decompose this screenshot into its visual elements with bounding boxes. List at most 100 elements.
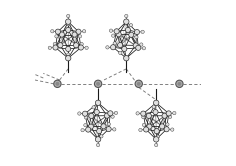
- Circle shape: [101, 124, 106, 129]
- Circle shape: [166, 111, 171, 116]
- Circle shape: [94, 110, 99, 115]
- Circle shape: [106, 126, 111, 132]
- Circle shape: [141, 30, 144, 34]
- Circle shape: [67, 14, 70, 18]
- Circle shape: [82, 30, 86, 33]
- Circle shape: [143, 127, 149, 132]
- Circle shape: [153, 137, 159, 142]
- Circle shape: [164, 127, 169, 132]
- Circle shape: [48, 46, 51, 49]
- Circle shape: [122, 46, 127, 51]
- Circle shape: [84, 124, 87, 127]
- Circle shape: [142, 123, 146, 127]
- Circle shape: [124, 19, 129, 24]
- Circle shape: [76, 29, 81, 34]
- Circle shape: [118, 42, 123, 48]
- Circle shape: [176, 80, 183, 87]
- Circle shape: [85, 46, 88, 49]
- Circle shape: [142, 46, 146, 50]
- Circle shape: [119, 51, 122, 55]
- Circle shape: [154, 128, 159, 134]
- Circle shape: [139, 128, 142, 132]
- Circle shape: [142, 116, 145, 119]
- Circle shape: [55, 29, 60, 34]
- Circle shape: [66, 46, 71, 51]
- Circle shape: [173, 111, 176, 115]
- Circle shape: [100, 135, 103, 138]
- Circle shape: [104, 113, 110, 118]
- Circle shape: [67, 23, 70, 26]
- Circle shape: [73, 43, 79, 48]
- Circle shape: [162, 113, 167, 118]
- Circle shape: [134, 30, 139, 35]
- Circle shape: [66, 27, 71, 33]
- Circle shape: [156, 135, 160, 138]
- Circle shape: [86, 127, 91, 132]
- Circle shape: [114, 29, 119, 34]
- Circle shape: [67, 53, 70, 56]
- Circle shape: [80, 42, 83, 46]
- Circle shape: [113, 42, 116, 45]
- Circle shape: [135, 36, 138, 39]
- Circle shape: [54, 80, 61, 87]
- Circle shape: [66, 55, 71, 61]
- Circle shape: [129, 23, 133, 27]
- Circle shape: [51, 30, 54, 33]
- Circle shape: [95, 100, 101, 106]
- Circle shape: [147, 124, 152, 129]
- Circle shape: [92, 106, 95, 109]
- Circle shape: [141, 111, 146, 116]
- Circle shape: [84, 116, 88, 119]
- Circle shape: [153, 100, 159, 106]
- Circle shape: [109, 29, 113, 32]
- Circle shape: [112, 34, 115, 37]
- Circle shape: [135, 80, 142, 87]
- Circle shape: [89, 113, 94, 119]
- Circle shape: [137, 82, 141, 86]
- Circle shape: [129, 32, 134, 37]
- Circle shape: [81, 128, 84, 132]
- Circle shape: [59, 32, 64, 37]
- Circle shape: [113, 128, 116, 131]
- Circle shape: [155, 143, 158, 147]
- Circle shape: [136, 112, 139, 115]
- Circle shape: [58, 43, 63, 48]
- Circle shape: [78, 112, 81, 115]
- Circle shape: [95, 137, 101, 142]
- Circle shape: [177, 82, 181, 86]
- Circle shape: [140, 43, 143, 46]
- Circle shape: [78, 45, 84, 50]
- Circle shape: [82, 111, 88, 116]
- Circle shape: [116, 32, 121, 37]
- Circle shape: [55, 82, 59, 86]
- Circle shape: [53, 45, 58, 50]
- Circle shape: [78, 35, 82, 38]
- Circle shape: [124, 55, 129, 61]
- Circle shape: [55, 35, 58, 38]
- Circle shape: [97, 143, 100, 147]
- Circle shape: [94, 80, 102, 87]
- Circle shape: [111, 115, 114, 118]
- Circle shape: [153, 110, 158, 115]
- Circle shape: [53, 42, 56, 46]
- Circle shape: [110, 45, 116, 50]
- Circle shape: [107, 123, 110, 126]
- Circle shape: [133, 43, 138, 48]
- Circle shape: [169, 115, 172, 119]
- Circle shape: [166, 123, 169, 126]
- Circle shape: [125, 27, 131, 33]
- Circle shape: [72, 32, 77, 37]
- Circle shape: [106, 46, 109, 49]
- Circle shape: [171, 128, 174, 131]
- Circle shape: [125, 14, 128, 18]
- Circle shape: [160, 124, 165, 129]
- Circle shape: [136, 45, 141, 50]
- Circle shape: [108, 111, 113, 116]
- Circle shape: [96, 82, 100, 86]
- Circle shape: [152, 105, 156, 108]
- Circle shape: [97, 128, 102, 134]
- Circle shape: [114, 111, 118, 115]
- Circle shape: [146, 113, 152, 118]
- Circle shape: [66, 19, 71, 24]
- Circle shape: [88, 124, 93, 129]
